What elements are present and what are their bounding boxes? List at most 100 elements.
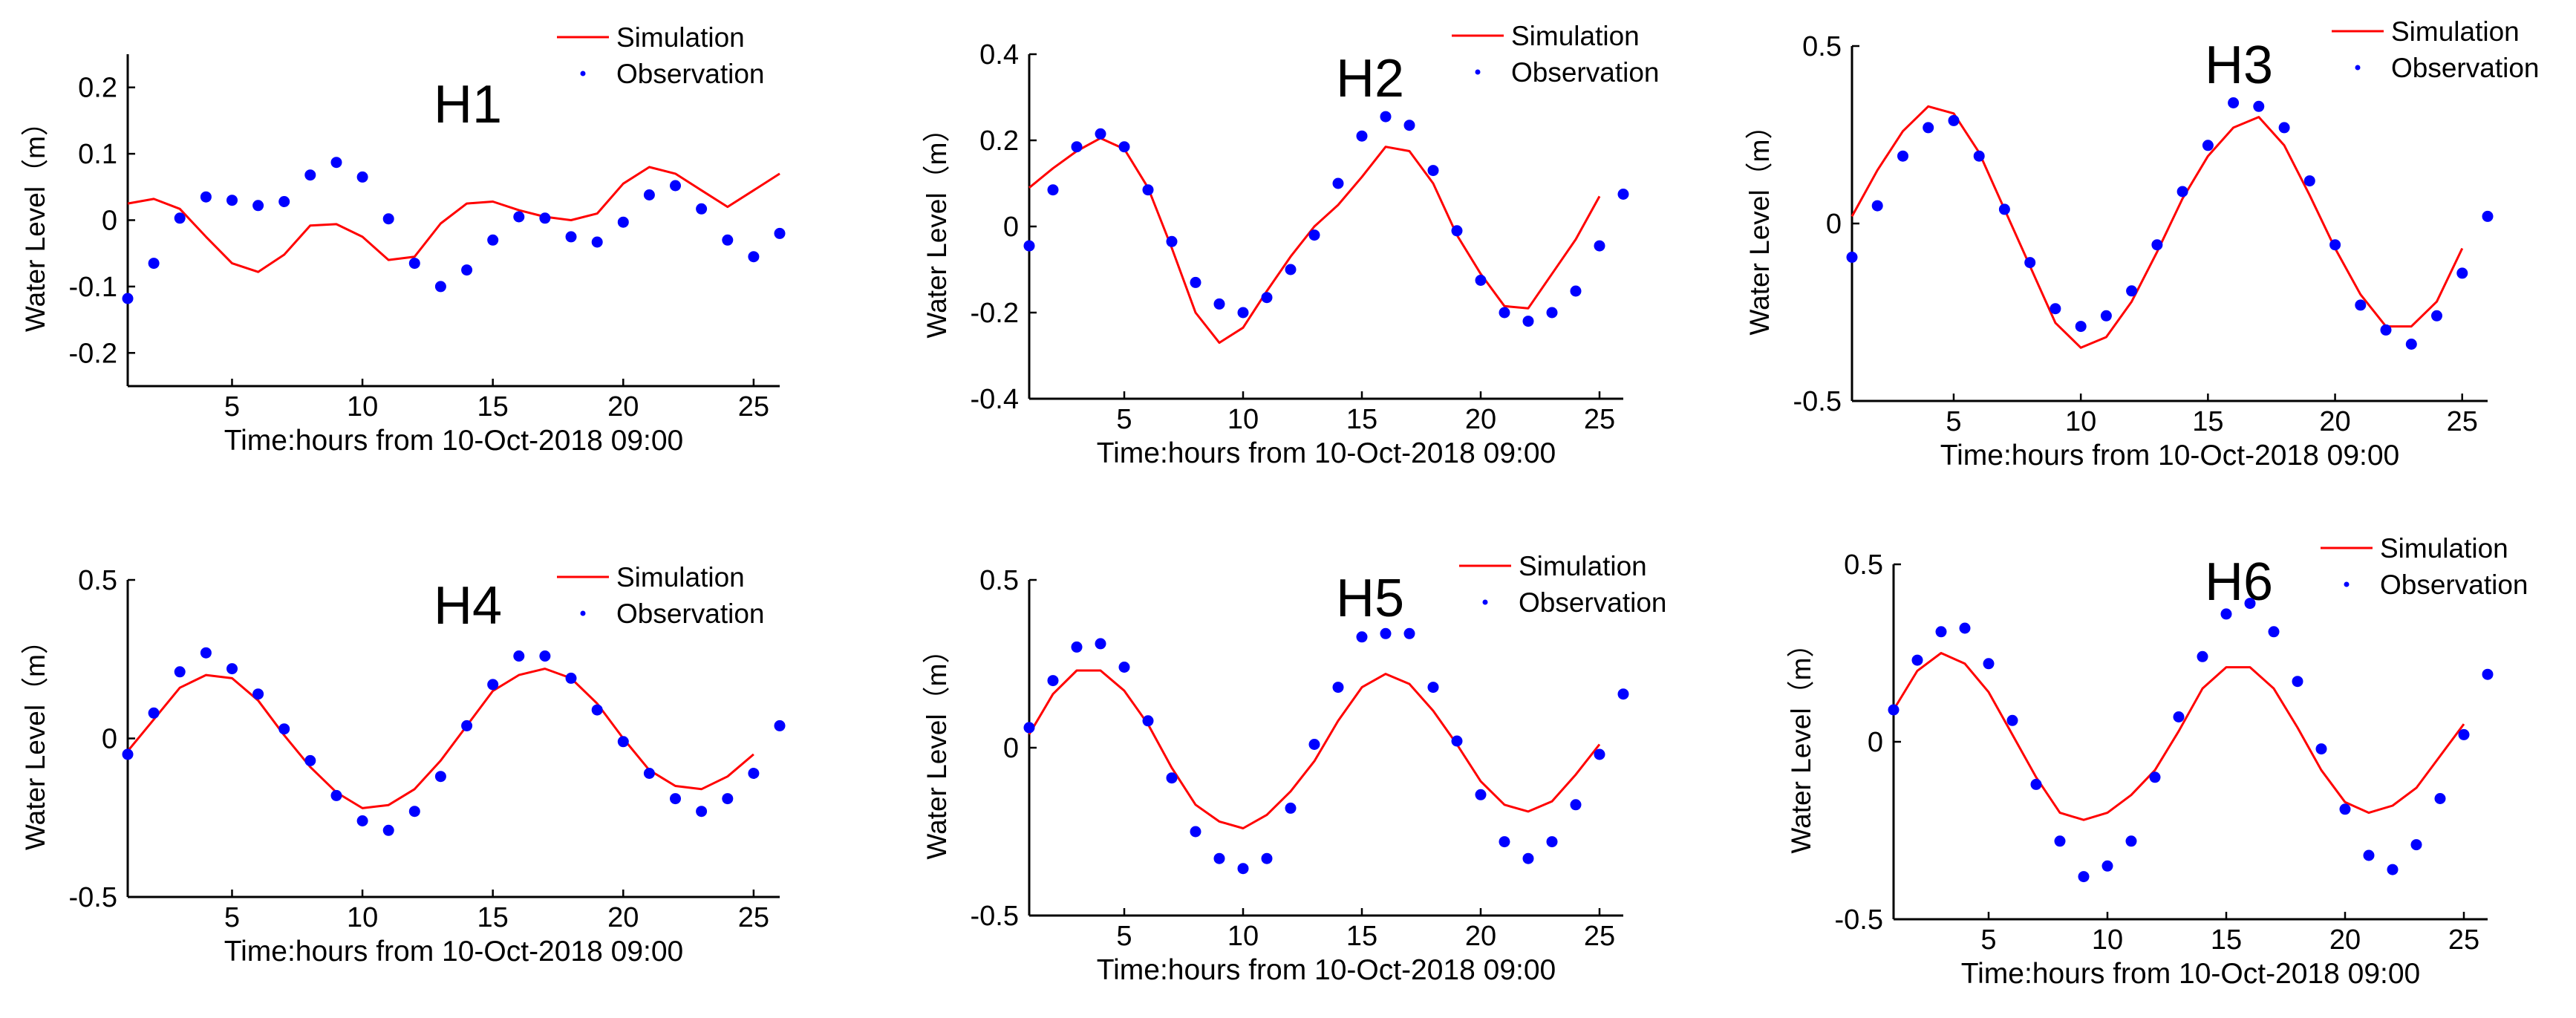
observation-point: [2303, 175, 2315, 187]
observation-point: [2149, 771, 2161, 783]
y-tick-label: 0.5: [1844, 549, 1883, 581]
observation-point: [1617, 189, 1629, 200]
observation-point: [2024, 257, 2036, 269]
panel-title: H2: [1336, 49, 1404, 108]
observation-point: [1261, 292, 1273, 304]
x-tick-label: 15: [1346, 921, 1377, 952]
observation-point: [2228, 97, 2240, 108]
observation-point: [1332, 177, 1344, 189]
observation-point: [461, 720, 473, 731]
observation-point: [643, 768, 655, 779]
observation-point: [565, 231, 577, 243]
observation-point: [1570, 799, 1582, 811]
observation-point: [330, 157, 342, 169]
observation-point: [2482, 668, 2494, 680]
y-axis-label: Water Level（m）: [20, 108, 50, 332]
observation-point: [670, 180, 681, 192]
legend-observation-swatch: [2344, 581, 2350, 587]
y-tick-label: -0.4: [971, 384, 1019, 415]
observation-point: [408, 258, 420, 270]
observation-point: [2380, 324, 2392, 336]
observation-point: [1522, 316, 1534, 327]
observation-point: [2456, 267, 2468, 279]
observation-point: [148, 707, 160, 719]
chart-panel-h5: 5 10 15 20 25 -0.5 0 0.5 Time:hours from 10-Oct-…: [922, 551, 1667, 986]
x-tick-label: 25: [738, 391, 769, 422]
observation-point: [1285, 264, 1297, 275]
legend-observation-label: Observation: [2380, 570, 2528, 600]
observation-point: [1166, 235, 1178, 247]
observation-point: [1594, 748, 1605, 760]
legend: Simulation Observation: [2321, 533, 2528, 600]
observation-point: [278, 723, 290, 735]
observation-point: [722, 793, 734, 805]
observation-point: [2410, 839, 2422, 851]
observation-point: [2363, 849, 2375, 861]
observation-point: [1118, 141, 1130, 153]
x-tick-label: 10: [2065, 406, 2096, 437]
legend-simulation-label: Simulation: [1519, 551, 1647, 581]
observation-point: [565, 672, 577, 684]
observation-point: [617, 216, 629, 228]
observation-point: [487, 679, 499, 691]
observation-point: [539, 212, 551, 224]
observation-point: [1190, 276, 1201, 288]
x-tick-label: 20: [2329, 924, 2361, 956]
observation-point: [1308, 229, 1320, 241]
observation-point: [1095, 128, 1106, 140]
observation-point: [2405, 339, 2417, 350]
observation-point: [226, 195, 238, 206]
observation-point: [2030, 778, 2042, 790]
observation-point: [1142, 184, 1154, 196]
observation-point: [1451, 735, 1463, 747]
observation-point: [2315, 743, 2327, 755]
observation-point: [643, 189, 655, 200]
observation-point: [1356, 130, 1368, 142]
x-tick-label: 5: [224, 902, 240, 933]
y-tick-label: 0: [1868, 727, 1883, 758]
observation-point: [1071, 641, 1083, 653]
x-tick-label: 20: [1465, 404, 1496, 435]
legend-observation-label: Observation: [1511, 57, 1660, 88]
observation-point: [1617, 688, 1629, 700]
x-tick-label: 5: [224, 391, 240, 422]
observation-point: [1237, 863, 1249, 875]
legend-simulation-label: Simulation: [2391, 16, 2520, 47]
observation-point: [2220, 608, 2232, 620]
observation-point: [252, 688, 264, 700]
y-tick-label: 0: [1003, 212, 1019, 243]
y-tick-label: -0.5: [1793, 386, 1842, 417]
y-axis-label: Water Level（m）: [1744, 112, 1775, 336]
observation-point: [2458, 728, 2470, 740]
observation-point: [1071, 141, 1083, 153]
observation-point: [1047, 675, 1059, 687]
observation-point: [1522, 852, 1534, 864]
observation-point: [330, 789, 342, 801]
chart-panel-h4: 5 10 15 20 25 -0.5 0 0.5 Time:hours from 10-Oct-…: [20, 562, 786, 968]
panel-title: H3: [2205, 36, 2273, 95]
observation-point: [1871, 200, 1883, 212]
observation-point: [487, 234, 499, 246]
legend-observation-swatch: [1482, 599, 1488, 605]
y-tick-label: 0.5: [78, 565, 117, 596]
chart-panel-h3: 5 10 15 20 25 -0.5 0 0.5 Time:hours from 10-Oct-…: [1744, 16, 2540, 472]
observation-point: [1380, 627, 1392, 639]
chart-panel-h6: 5 10 15 20 25 -0.5 0 0.5 Time:hours from 10-Oct-…: [1786, 533, 2528, 990]
observation-point: [1166, 772, 1178, 784]
observation-point: [304, 754, 316, 766]
y-tick-label: 0: [1003, 733, 1019, 764]
x-tick-label: 5: [1116, 921, 1132, 952]
observation-point: [2197, 650, 2208, 662]
x-tick-label: 10: [347, 391, 378, 422]
observation-point: [408, 806, 420, 818]
observation-point: [1047, 184, 1059, 196]
observation-point: [1948, 114, 1960, 126]
observation-point: [1973, 150, 1985, 162]
x-tick-label: 20: [607, 902, 639, 933]
observation-point: [1190, 826, 1201, 838]
x-tick-label: 5: [1980, 924, 1996, 956]
observation-point: [2100, 310, 2112, 322]
observation-point: [434, 281, 446, 293]
simulation-line: [1028, 669, 1601, 829]
